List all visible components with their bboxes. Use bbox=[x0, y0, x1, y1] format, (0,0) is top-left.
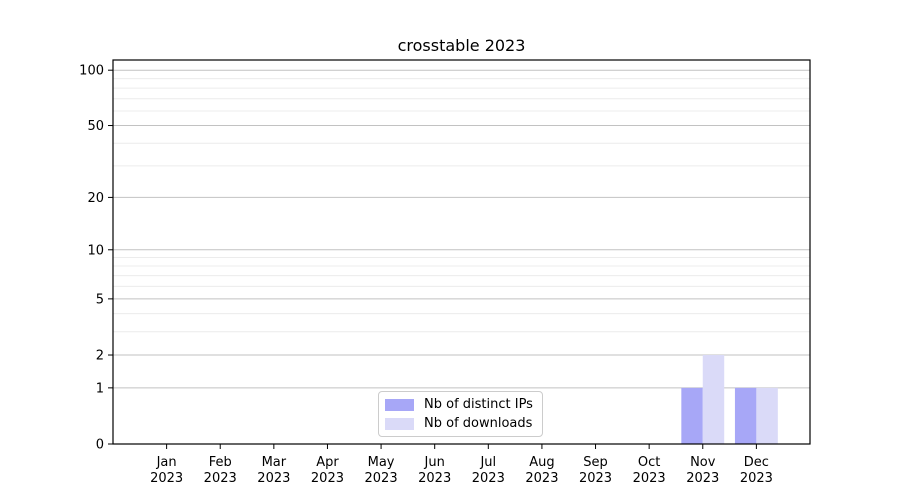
x-tick-label-month: Jan bbox=[156, 455, 177, 470]
bar-nov-distinct-ips bbox=[681, 387, 703, 444]
legend: Nb of distinct IPs Nb of downloads bbox=[378, 391, 543, 437]
x-tick-label-month: Aug bbox=[529, 455, 554, 470]
y-tick-label: 50 bbox=[87, 119, 104, 134]
x-tick-label-month: Feb bbox=[209, 455, 232, 470]
x-tick-label-year: 2023 bbox=[365, 471, 398, 486]
legend-label-distinct-ips: Nb of distinct IPs bbox=[424, 396, 533, 412]
y-tick-label: 5 bbox=[96, 292, 104, 307]
x-tick-label-year: 2023 bbox=[204, 471, 237, 486]
bar-dec-distinct-ips bbox=[734, 387, 757, 444]
x-tick-label-year: 2023 bbox=[150, 471, 183, 486]
x-tick-label-year: 2023 bbox=[472, 471, 505, 486]
legend-row-downloads: Nb of downloads bbox=[385, 416, 534, 432]
y-tick-label: 1 bbox=[96, 381, 104, 396]
x-tick-label-year: 2023 bbox=[686, 471, 719, 486]
x-tick-label-month: Apr bbox=[316, 455, 339, 470]
x-tick-label-month: Jul bbox=[479, 455, 496, 470]
x-tick-label-year: 2023 bbox=[633, 471, 666, 486]
legend-label-downloads: Nb of downloads bbox=[424, 415, 533, 431]
legend-row-distinct-ips: Nb of distinct IPs bbox=[385, 397, 534, 413]
y-tick-label: 10 bbox=[87, 243, 104, 258]
x-tick-label-year: 2023 bbox=[525, 471, 558, 486]
x-tick-label-month: Oct bbox=[638, 455, 660, 470]
x-tick-label-month: Dec bbox=[744, 455, 769, 470]
x-tick-label-month: Mar bbox=[262, 455, 287, 470]
y-tick-label: 0 bbox=[96, 438, 104, 453]
x-tick-label-year: 2023 bbox=[311, 471, 344, 486]
x-tick-label-month: May bbox=[368, 455, 395, 470]
x-tick-label-year: 2023 bbox=[740, 471, 773, 486]
x-tick-label-month: Sep bbox=[583, 455, 608, 470]
x-tick-label-year: 2023 bbox=[579, 471, 612, 486]
x-tick-label-month: Nov bbox=[690, 455, 716, 470]
x-tick-label-month: Jun bbox=[424, 455, 445, 470]
y-tick-label: 2 bbox=[96, 349, 104, 364]
x-tick-label-year: 2023 bbox=[257, 471, 290, 486]
x-tick-label-year: 2023 bbox=[418, 471, 451, 486]
chart-title: crosstable 2023 bbox=[397, 36, 526, 55]
legend-swatch-downloads-icon bbox=[385, 417, 414, 430]
bar-dec-downloads bbox=[756, 387, 778, 444]
y-tick-label: 20 bbox=[87, 191, 104, 206]
legend-swatch-distinct-ips-icon bbox=[385, 398, 414, 411]
y-tick-label: 100 bbox=[79, 64, 104, 79]
bar-nov-downloads bbox=[702, 355, 725, 444]
plot-border bbox=[112, 59, 811, 445]
